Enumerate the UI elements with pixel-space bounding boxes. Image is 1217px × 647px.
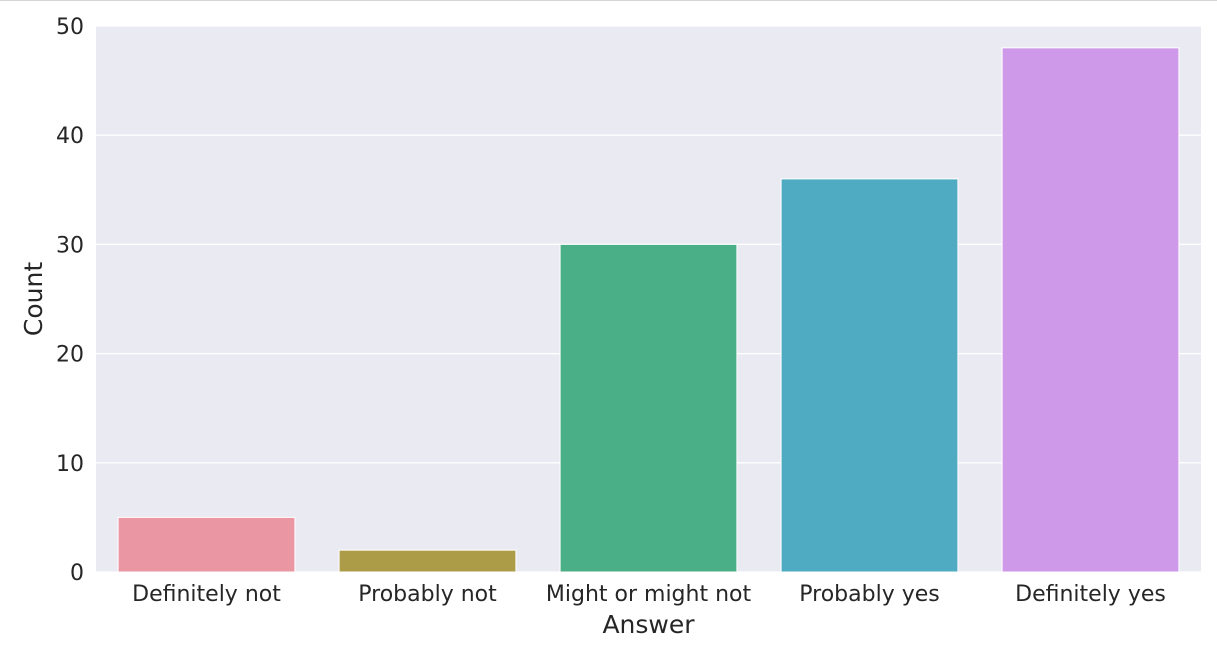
x-tick-label: Probably yes (799, 582, 939, 607)
y-tick-label: 10 (56, 452, 84, 477)
x-tick-label: Might or might not (546, 582, 752, 607)
y-tick-label: 40 (56, 124, 84, 149)
y-tick-label: 30 (56, 233, 84, 258)
bar-definitely-yes (1001, 47, 1180, 573)
bar-definitely-not (117, 516, 296, 573)
y-axis-ticks: 0 10 20 30 40 50 (56, 15, 84, 586)
x-axis-ticks: Definitely not Probably not Might or might… (132, 582, 1166, 607)
bar-might-or-might-not (559, 243, 738, 573)
bar-probably-not (338, 549, 517, 573)
y-tick-label: 50 (56, 15, 84, 40)
bars (117, 47, 1180, 573)
x-tick-label: Definitely yes (1015, 582, 1166, 607)
top-divider (0, 0, 1217, 1)
y-axis-label: Count (19, 262, 48, 336)
y-tick-label: 20 (56, 343, 84, 368)
x-axis-label: Answer (602, 610, 695, 639)
bar-probably-yes (780, 178, 959, 573)
x-tick-label: Probably not (358, 582, 497, 607)
x-tick-label: Definitely not (132, 582, 281, 607)
y-tick-label: 0 (70, 561, 84, 586)
